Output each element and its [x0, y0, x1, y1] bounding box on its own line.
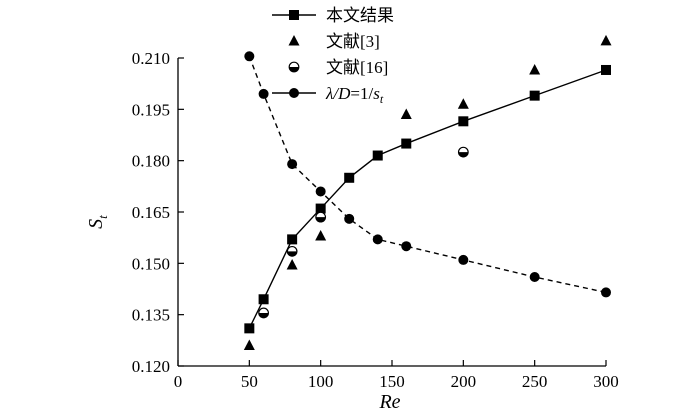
y-tick-label: 0.195 — [132, 100, 170, 119]
data-point — [344, 213, 355, 224]
half-circle-fill — [315, 217, 326, 222]
data-point — [529, 272, 540, 283]
series-2 — [258, 146, 469, 319]
y-tick-label: 0.210 — [132, 49, 170, 68]
x-tick-label: 0 — [174, 372, 183, 391]
y-tick-label: 0.150 — [132, 254, 170, 273]
x-tick-label: 250 — [522, 372, 548, 391]
x-tick-label: 200 — [451, 372, 477, 391]
legend-marker — [289, 10, 299, 20]
data-point — [287, 159, 298, 170]
series-line — [248, 69, 607, 329]
data-point — [243, 339, 255, 350]
series-0 — [244, 64, 611, 334]
data-point — [315, 211, 327, 223]
y-tick-label: 0.165 — [132, 203, 170, 222]
data-point — [315, 186, 326, 197]
data-point — [315, 229, 327, 241]
axis-titles: Re St — [85, 215, 401, 413]
x-tick-label: 100 — [308, 372, 334, 391]
data-point — [372, 234, 383, 245]
half-circle-fill — [289, 67, 299, 72]
y-axis-title: St — [85, 215, 110, 229]
data-point — [286, 259, 298, 270]
series-3 — [244, 51, 611, 298]
legend-marker — [289, 88, 299, 98]
data-point — [401, 138, 412, 149]
data-point — [458, 254, 469, 265]
y-tick-label: 0.120 — [132, 357, 170, 376]
legend-entry-3: λ/D=1/st — [272, 84, 384, 106]
legend-label-sub: t — [380, 92, 384, 106]
data-point — [601, 287, 611, 298]
x-tick-label: 150 — [379, 372, 405, 391]
y-axis-title-text: St — [85, 215, 110, 229]
half-circle-fill — [287, 251, 297, 257]
legend-marker — [288, 61, 300, 73]
legend-label: 文献[3] — [326, 32, 380, 51]
data-point — [244, 323, 255, 334]
data-point — [601, 64, 611, 75]
legend-label: 本文结果 — [326, 6, 394, 25]
legend-label: λ/D=1/st — [325, 84, 384, 106]
axes — [177, 58, 606, 367]
half-circle-fill — [458, 152, 469, 157]
legend-label-lambda-d: λ/D — [325, 84, 351, 103]
data-point — [457, 146, 469, 158]
y-tick-label: 0.135 — [132, 306, 170, 325]
data-point — [457, 98, 469, 109]
legend-label-s: s — [373, 84, 380, 103]
data-point — [258, 294, 269, 305]
series-layer — [243, 34, 612, 350]
ticks: 0 50 100 150 200 250 300 0.120 0.135 0.150 0.165 0.… — [132, 49, 619, 391]
legend-entry-2: 文献[16] — [288, 58, 388, 77]
data-point — [529, 63, 541, 75]
y-tick-label: 0.180 — [132, 152, 170, 171]
data-point — [315, 203, 326, 214]
legend-entry-1: 文献[3] — [288, 32, 380, 51]
y-axis-title-main: S — [85, 219, 107, 229]
x-tick-label: 300 — [593, 372, 619, 391]
data-point — [258, 88, 269, 99]
data-point — [400, 108, 412, 119]
data-point — [258, 307, 270, 319]
series-line — [248, 56, 607, 294]
data-point — [600, 34, 612, 46]
data-point — [529, 90, 540, 101]
data-point — [458, 116, 469, 127]
x-axis-title: Re — [378, 391, 400, 413]
legend-label: 文献[16] — [326, 58, 388, 77]
x-tick-label: 50 — [241, 372, 258, 391]
data-point — [244, 51, 255, 62]
data-point — [372, 150, 383, 161]
y-axis-title-sub: t — [95, 215, 110, 219]
half-circle-fill — [258, 312, 269, 318]
series-1 — [243, 34, 612, 350]
data-point — [401, 241, 412, 252]
data-point — [286, 245, 298, 257]
legend-entry-0: 本文结果 — [272, 6, 394, 25]
data-point — [287, 234, 298, 245]
data-point — [344, 172, 355, 183]
legend-marker — [288, 35, 300, 46]
legend-label-eq: =1/ — [350, 84, 373, 103]
